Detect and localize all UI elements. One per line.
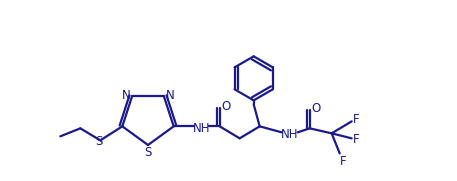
Text: S: S: [96, 135, 103, 148]
Text: O: O: [311, 102, 320, 115]
Text: NH: NH: [281, 128, 298, 141]
Text: NH: NH: [193, 122, 210, 135]
Text: F: F: [353, 113, 360, 126]
Text: O: O: [221, 100, 230, 113]
Text: N: N: [165, 89, 174, 102]
Text: S: S: [144, 146, 152, 159]
Text: F: F: [353, 133, 360, 146]
Text: F: F: [340, 155, 347, 168]
Text: N: N: [122, 89, 131, 102]
